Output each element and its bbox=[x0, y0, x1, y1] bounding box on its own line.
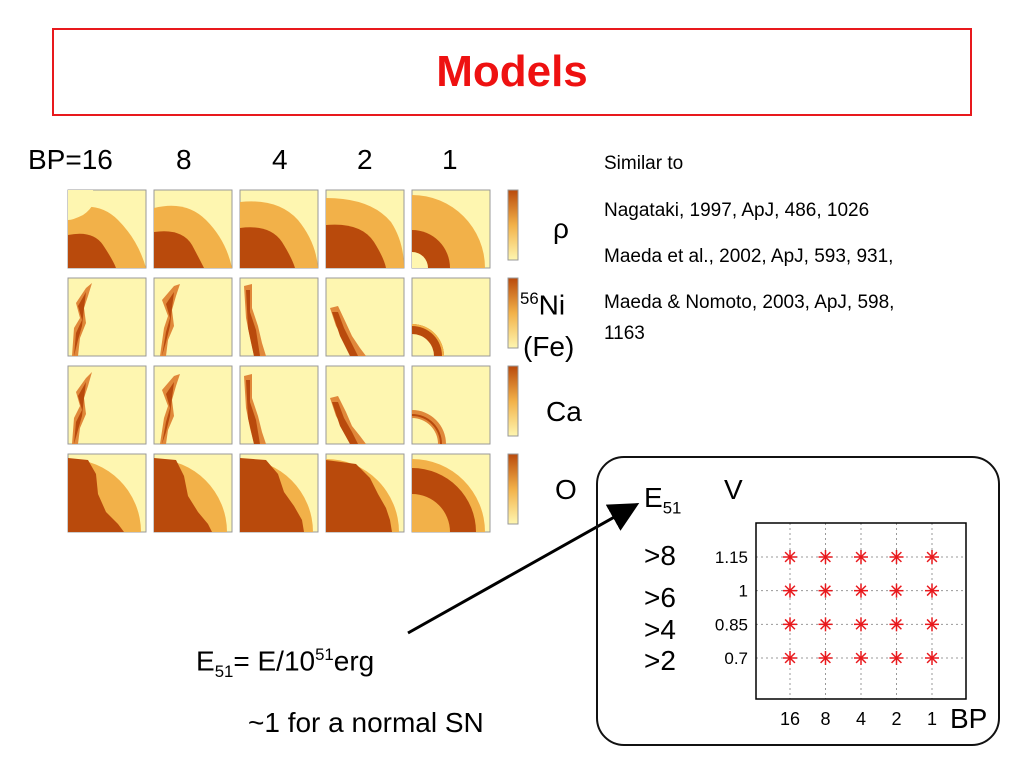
panel-ca-bp16 bbox=[67, 365, 147, 445]
bp-label-4: 4 bbox=[272, 144, 288, 175]
data-point bbox=[818, 617, 833, 632]
data-point bbox=[925, 617, 939, 632]
colorbar-o bbox=[507, 453, 519, 525]
colorbar-ni bbox=[507, 277, 519, 349]
panel-rho-bp1 bbox=[411, 189, 491, 269]
panel-o-bp1 bbox=[411, 453, 491, 533]
bp-label-2: 2 bbox=[357, 144, 373, 175]
data-point bbox=[818, 651, 833, 665]
y-tick-label: 0.85 bbox=[715, 615, 748, 634]
y-tick-labels: 1.15 1 0.85 0.7 bbox=[715, 548, 748, 668]
colorbar-ca bbox=[507, 365, 519, 437]
panel-ni-bp4 bbox=[239, 277, 319, 357]
e51-value-8: >8 bbox=[644, 540, 676, 571]
reference-intro: Similar to bbox=[604, 153, 684, 174]
e51-header: E51 bbox=[644, 482, 682, 518]
x-tick-label: 2 bbox=[891, 709, 901, 729]
panel-o-bp2 bbox=[325, 453, 405, 533]
simulation-panel-grid bbox=[67, 189, 519, 533]
row-label-rho: ρ bbox=[553, 213, 569, 244]
row-label-ni: 56Ni bbox=[520, 289, 565, 321]
e51-value-6: >6 bbox=[644, 582, 676, 613]
v-header: V bbox=[724, 474, 743, 505]
data-point bbox=[889, 583, 904, 598]
data-points bbox=[783, 550, 939, 665]
panel-ni-bp1 bbox=[411, 277, 491, 357]
x-tick-labels: 16 8 4 2 1 bbox=[780, 709, 937, 729]
model-grid-chart: 1.15 1 0.85 0.7 16 8 4 2 1 bbox=[715, 522, 967, 729]
reference-maeda-2003: Maeda & Nomoto, 2003, ApJ, 598, bbox=[604, 292, 895, 313]
chart-gridlines bbox=[756, 523, 966, 699]
model-grid-box bbox=[596, 456, 1000, 746]
panel-rho-bp4 bbox=[239, 189, 319, 269]
data-point bbox=[818, 550, 833, 564]
data-point bbox=[783, 583, 797, 598]
reference-maeda-2003-page: 1163 bbox=[604, 323, 645, 344]
e51-value-2: >2 bbox=[644, 645, 676, 676]
data-point bbox=[783, 651, 797, 665]
reference-maeda-2002: Maeda et al., 2002, ApJ, 593, 931, bbox=[604, 246, 894, 267]
panel-ni-bp8 bbox=[153, 277, 233, 357]
reference-nagataki: Nagataki, 1997, ApJ, 486, 1026 bbox=[604, 200, 870, 221]
data-point bbox=[925, 583, 939, 598]
panel-ni-bp2 bbox=[325, 277, 405, 357]
ni-isotope: 56 bbox=[520, 289, 539, 308]
data-point bbox=[925, 550, 939, 564]
energy-definition: E51= E/1051erg bbox=[196, 645, 375, 681]
panel-o-bp4 bbox=[239, 453, 319, 533]
x-tick-label: 1 bbox=[927, 709, 937, 729]
panel-ca-bp1 bbox=[411, 365, 491, 445]
data-point bbox=[854, 550, 868, 564]
data-point bbox=[889, 617, 904, 632]
panel-ca-bp8 bbox=[153, 365, 233, 445]
panel-o-bp16 bbox=[67, 453, 147, 533]
data-point bbox=[854, 651, 868, 665]
data-point bbox=[783, 617, 797, 632]
y-tick-label: 1.15 bbox=[715, 548, 748, 567]
title-box: Models bbox=[52, 28, 972, 116]
data-point bbox=[889, 651, 904, 665]
panel-ca-bp2 bbox=[325, 365, 405, 445]
panel-rho-bp8 bbox=[153, 189, 233, 269]
row-label-ca: Ca bbox=[546, 396, 582, 427]
panel-ni-bp16 bbox=[67, 277, 147, 357]
y-tick-label: 1 bbox=[739, 582, 748, 601]
bp-label-1: 1 bbox=[442, 144, 458, 175]
panel-o-bp8 bbox=[153, 453, 233, 533]
slide-title: Models bbox=[436, 47, 588, 96]
row-label-o: O bbox=[555, 474, 577, 505]
x-tick-label: 8 bbox=[820, 709, 830, 729]
panel-ca-bp4 bbox=[239, 365, 319, 445]
panel-rho-bp16 bbox=[67, 189, 147, 269]
x-tick-label: 4 bbox=[856, 709, 866, 729]
data-point bbox=[925, 651, 939, 665]
row-label-fe: (Fe) bbox=[523, 331, 575, 362]
colorbar-rho bbox=[507, 189, 519, 261]
data-point bbox=[889, 550, 904, 564]
bp-label-8: 8 bbox=[176, 144, 192, 175]
y-tick-label: 0.7 bbox=[724, 649, 748, 668]
e51-value-4: >4 bbox=[644, 614, 676, 645]
x-tick-label: 16 bbox=[780, 709, 800, 729]
ni-symbol: Ni bbox=[538, 289, 566, 321]
panel-rho-bp2 bbox=[325, 189, 405, 269]
plot-frame bbox=[755, 522, 967, 700]
data-point bbox=[854, 583, 868, 598]
data-point bbox=[854, 617, 868, 632]
data-point bbox=[818, 583, 833, 598]
energy-normal-note: ~1 for a normal SN bbox=[248, 707, 484, 738]
bp-axis-label: BP bbox=[950, 703, 988, 734]
bp-label-16: BP=16 bbox=[28, 144, 113, 175]
data-point bbox=[783, 550, 797, 564]
